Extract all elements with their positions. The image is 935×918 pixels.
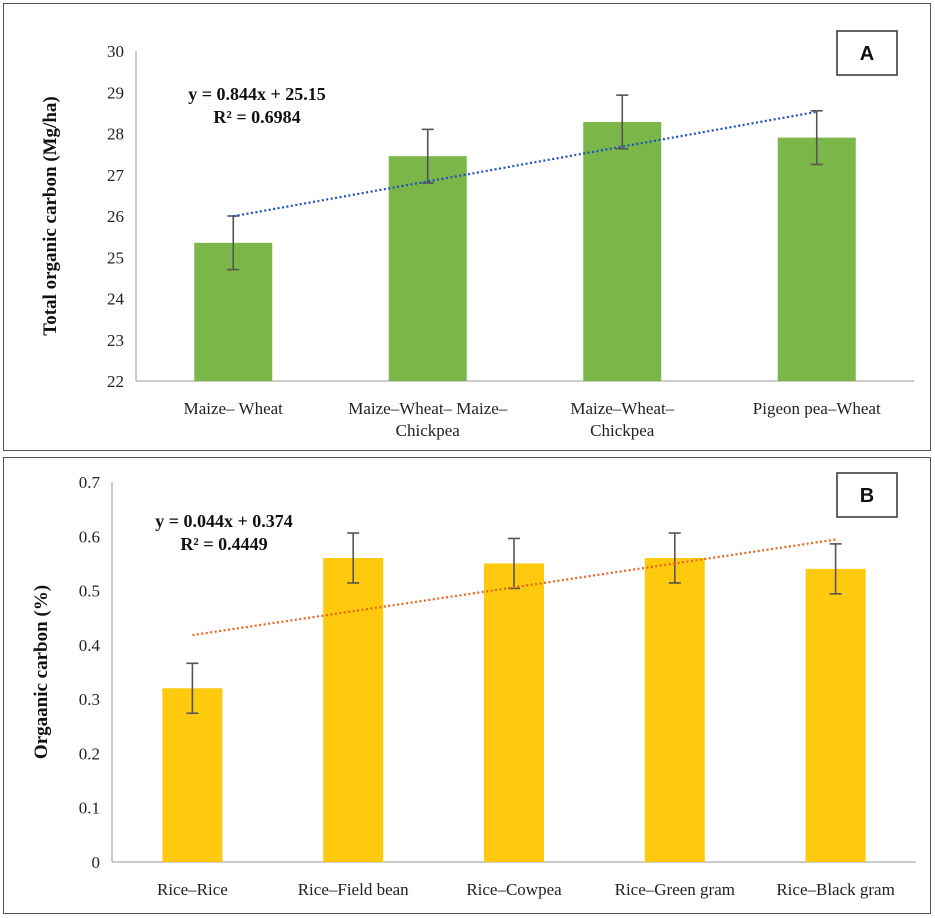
trendline-r2: R² = 0.4449 <box>180 534 267 554</box>
bar <box>484 563 544 862</box>
y-tick-label: 0.2 <box>79 744 100 763</box>
y-tick-label: 0 <box>92 853 101 872</box>
y-tick-label: 22 <box>107 372 124 391</box>
y-axis-title: Total organic carbon (Mg/ha) <box>40 96 61 335</box>
x-category-label: Chickpea <box>396 421 461 440</box>
y-tick-label: 30 <box>107 42 124 61</box>
panel-label-box <box>836 472 898 518</box>
y-tick-label: 0.3 <box>79 690 100 709</box>
bar <box>388 156 467 381</box>
bar <box>323 558 384 862</box>
trendline-r2: R² = 0.6984 <box>213 107 300 127</box>
y-tick-label: 0.5 <box>79 582 100 601</box>
bar <box>583 121 662 381</box>
y-tick-label: 28 <box>107 125 124 144</box>
y-tick-label: 0.6 <box>79 527 100 546</box>
y-tick-label: 0.4 <box>79 636 101 655</box>
y-tick-label: 25 <box>107 248 124 267</box>
y-tick-label: 0.1 <box>79 799 100 818</box>
panel-label: B <box>860 485 874 507</box>
chart-a-canvas: 22 23 24 25 26 27 28 29 30 Total organic carbon (… <box>40 30 914 440</box>
y-tick-label: 23 <box>107 331 124 350</box>
bar <box>162 688 223 862</box>
trendline <box>233 110 817 218</box>
x-category-label: Pigeon pea–Wheat <box>753 399 881 418</box>
trendline <box>192 538 836 637</box>
y-tick-label: 0.7 <box>79 473 101 492</box>
x-category-label: Rice–Green gram <box>615 880 735 899</box>
x-category-label: Maize–Wheat– Maize– <box>348 399 508 418</box>
y-tick-label: 26 <box>107 207 124 226</box>
bar <box>777 137 856 381</box>
chart-panel-a: 22 23 24 25 26 27 28 29 30 Total organic carbon (… <box>3 3 931 451</box>
y-axis-title: Orgaanic carbon (%) <box>31 585 52 759</box>
trendline-equation: y = 0.844x + 25.15 <box>188 84 326 104</box>
x-category-label: Rice–Rice <box>157 880 228 899</box>
y-tick-label: 27 <box>107 166 125 185</box>
y-tick-label: 29 <box>107 83 124 102</box>
bar <box>805 568 866 862</box>
trendline-equation: y = 0.044x + 0.374 <box>155 511 293 531</box>
x-category-label: Rice–Field bean <box>298 880 409 899</box>
panel-label-box <box>836 30 898 76</box>
y-tick-label: 24 <box>107 290 125 309</box>
chart-panel-b: 0 0.1 0.2 0.3 0.4 0.5 0.6 0.7 Orgaanic carbon (%… <box>3 457 931 914</box>
panel-label: A <box>860 43 874 65</box>
x-category-label: Rice–Cowpea <box>466 880 562 899</box>
x-category-label: Maize–Wheat– <box>570 399 674 418</box>
x-category-label: Rice–Black gram <box>776 880 895 899</box>
x-category-label: Chickpea <box>590 421 655 440</box>
x-category-label: Maize– Wheat <box>184 399 284 418</box>
chart-b-canvas: 0 0.1 0.2 0.3 0.4 0.5 0.6 0.7 Orgaanic carbon (%… <box>31 472 916 899</box>
bar <box>644 558 705 862</box>
